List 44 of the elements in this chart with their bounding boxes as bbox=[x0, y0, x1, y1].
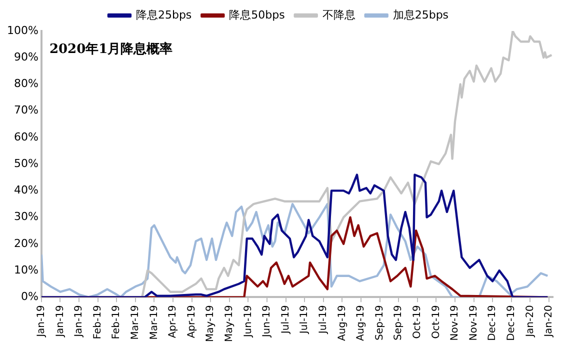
x-tick-label: Apr-19 bbox=[186, 305, 198, 338]
x-tick-label: Aug-19 bbox=[336, 305, 348, 342]
y-tick-label: 80% bbox=[14, 77, 38, 90]
x-tick-label: Aug-19 bbox=[356, 305, 367, 342]
x-tick-label: Nov-19 bbox=[468, 305, 480, 341]
x-tick-label: Jun-19 bbox=[242, 305, 254, 338]
y-tick-label: 100% bbox=[6, 24, 38, 37]
x-tick-label: Jul-19 bbox=[318, 305, 329, 335]
y-tick-label: 50% bbox=[14, 156, 38, 170]
y-tick-label: 60% bbox=[14, 130, 38, 144]
x-tick-label: May-19 bbox=[205, 305, 216, 342]
x-tick-label: Sep-19 bbox=[374, 305, 386, 340]
x-tick-label: Dec-19 bbox=[487, 305, 498, 341]
x-tick-label: May-19 bbox=[224, 305, 236, 342]
x-tick-label: Sep-19 bbox=[393, 305, 404, 340]
x-tick-label: Jan-19 bbox=[74, 305, 85, 338]
x-tick-label: Mar-19 bbox=[148, 305, 160, 340]
legend-label: 降息50bps bbox=[229, 8, 286, 22]
x-tick-label: Jan-19 bbox=[54, 305, 66, 338]
annotation: 2020年1月降息概率 bbox=[49, 40, 173, 57]
y-tick-label: 0% bbox=[20, 290, 38, 304]
legend-label: 不降息 bbox=[322, 8, 356, 22]
y-tick-label: 90% bbox=[14, 50, 38, 64]
x-tick-label: Jul-19 bbox=[299, 305, 310, 335]
y-tick-label: 30% bbox=[14, 210, 38, 224]
y-tick-label: 40% bbox=[14, 184, 38, 197]
y-tick-label: 10% bbox=[14, 263, 38, 276]
x-tick-label: Feb-19 bbox=[111, 305, 122, 340]
x-tick-label: Apr-19 bbox=[168, 305, 179, 338]
x-tick-label: Nov-19 bbox=[450, 305, 461, 341]
legend-label: 加息25bps bbox=[392, 8, 449, 22]
x-tick-label: Jan-20 bbox=[544, 305, 555, 338]
x-tick-label: Oct-19 bbox=[430, 305, 442, 339]
x-tick-label: Jul-19 bbox=[280, 305, 292, 335]
x-tick-label: Dec-19 bbox=[506, 305, 517, 341]
x-tick-label: Jan-20 bbox=[524, 305, 536, 338]
x-tick-label: Feb-19 bbox=[92, 305, 104, 340]
x-tick-label: Jan-19 bbox=[36, 305, 48, 338]
x-tick-label: Mar-19 bbox=[130, 305, 142, 340]
x-tick-label: Jun-19 bbox=[262, 305, 273, 338]
legend-label: 降息25bps bbox=[136, 8, 192, 22]
y-tick-label: 70% bbox=[14, 104, 38, 117]
y-tick-label: 20% bbox=[14, 236, 38, 250]
x-tick-label: Oct-19 bbox=[412, 305, 423, 339]
